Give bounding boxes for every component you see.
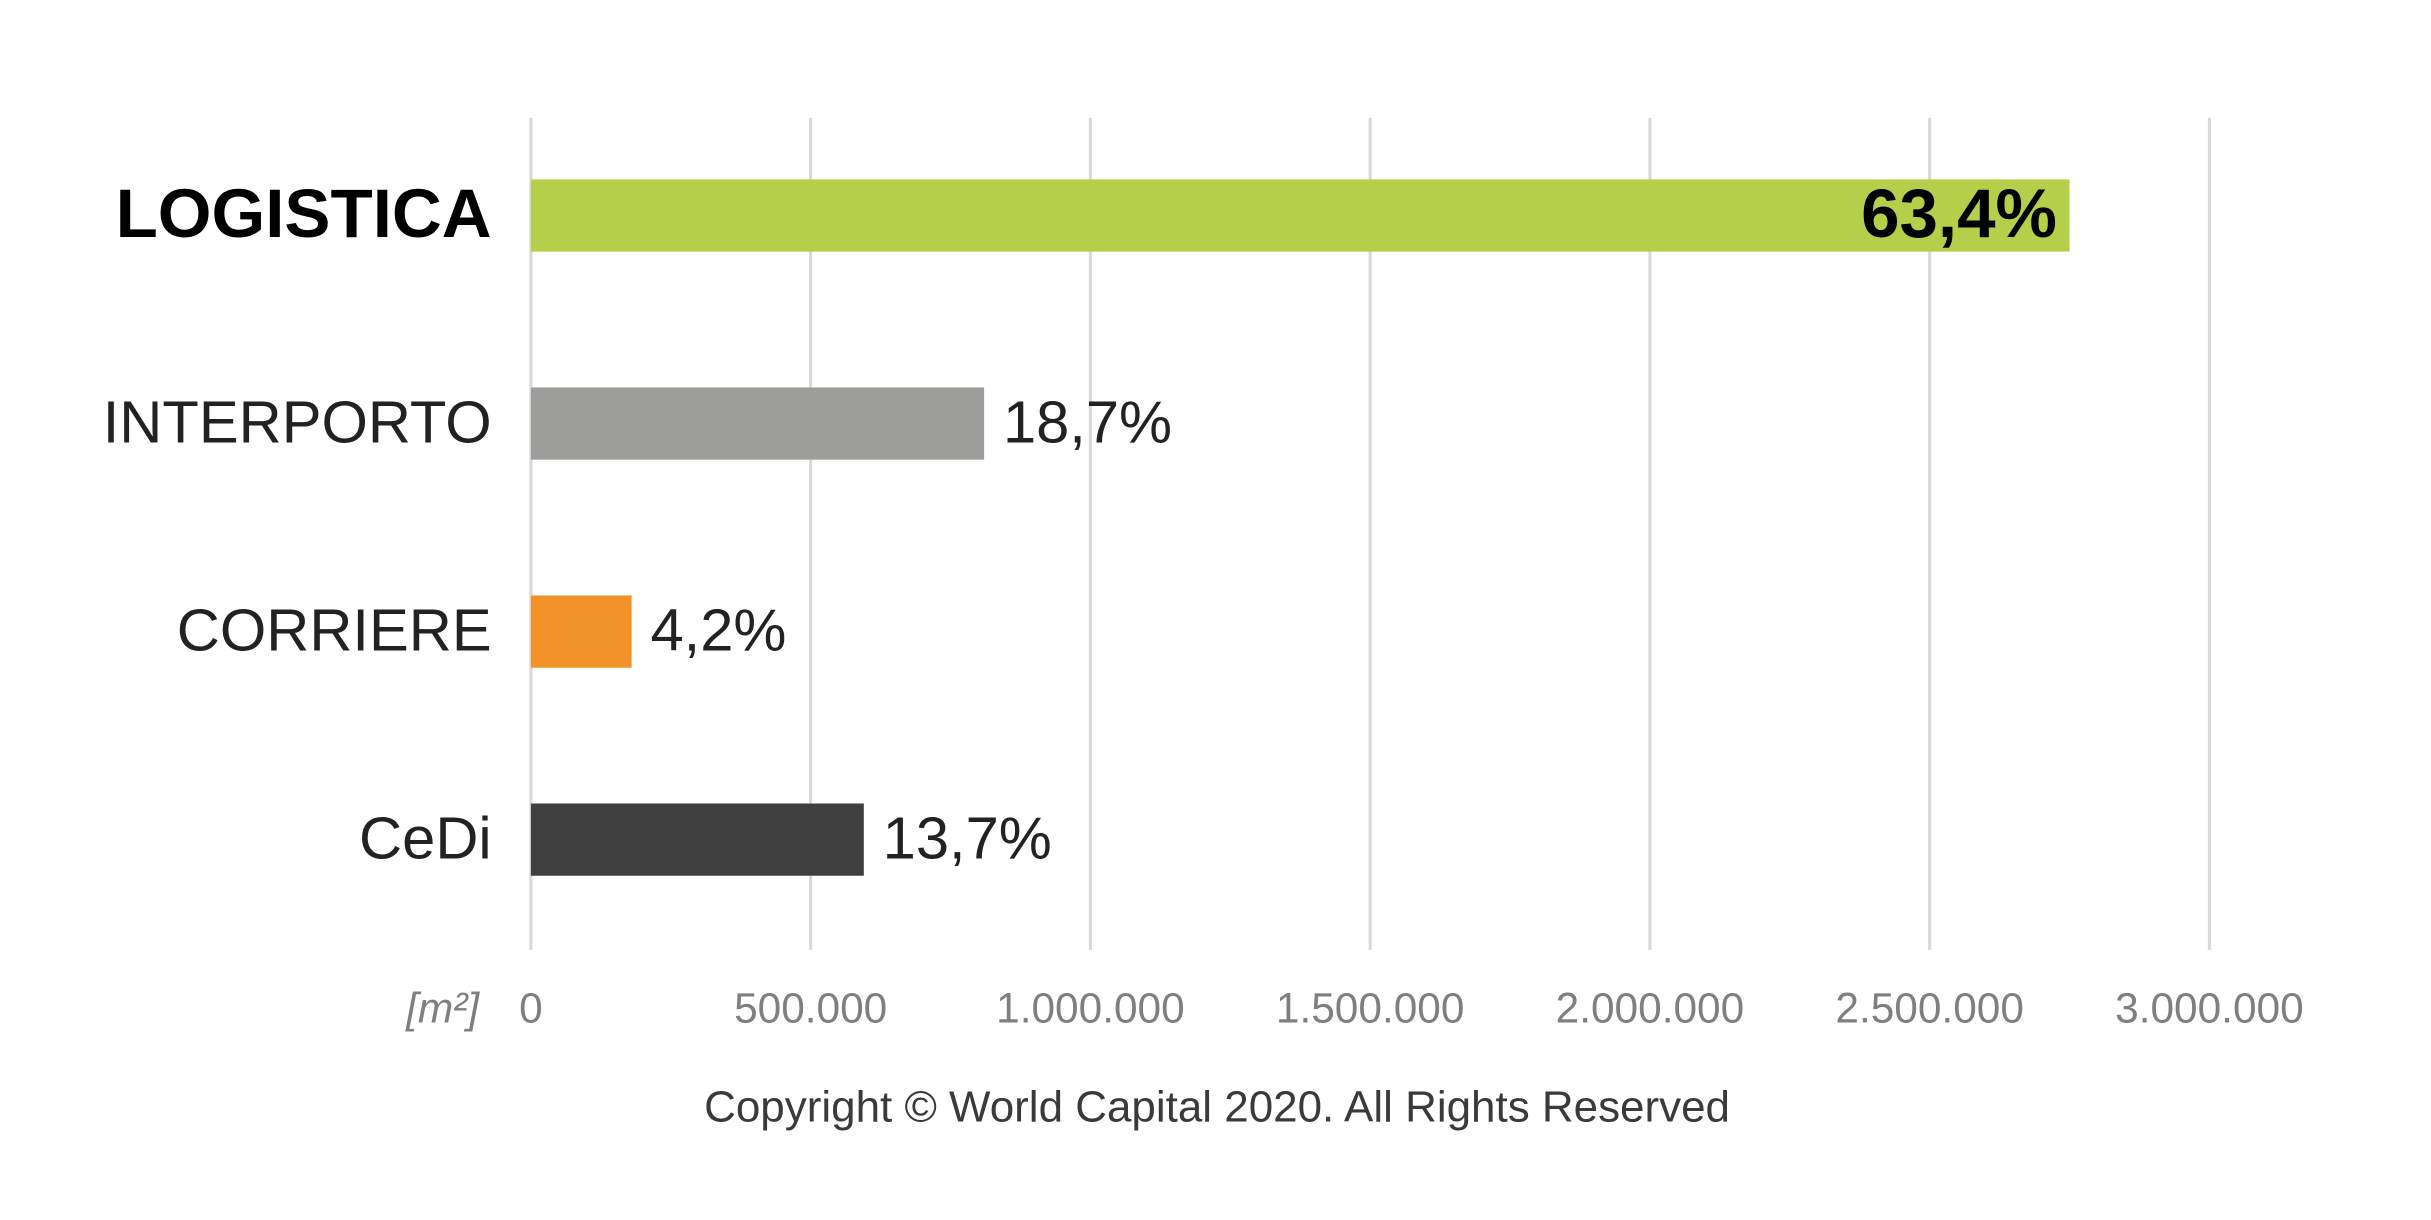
value-label: 13,7% — [883, 805, 1052, 872]
category-label: INTERPORTO — [103, 388, 492, 455]
value-label: 18,7% — [1003, 388, 1172, 455]
x-tick-label: 2.000.000 — [1556, 984, 1745, 1031]
bar — [530, 179, 2070, 252]
category-label: CeDi — [359, 805, 492, 872]
x-tick-label: 0 — [519, 984, 543, 1031]
x-tick-label: 500.000 — [734, 984, 887, 1031]
bar — [530, 803, 864, 876]
x-tick-label: 1.500.000 — [1276, 984, 1465, 1031]
category-label: CORRIERE — [177, 596, 492, 663]
footer: Copyright © World Capital 2020. All Righ… — [704, 1083, 1730, 1132]
value-label: 4,2% — [650, 596, 786, 663]
category-label: LOGISTICA — [116, 174, 492, 252]
x-tick-label: 3.000.000 — [2115, 984, 2304, 1031]
x-axis-label: [m²] — [405, 984, 480, 1031]
x-tick-label: 1.000.000 — [996, 984, 1185, 1031]
x-tick-label: 2.500.000 — [1835, 984, 2024, 1031]
value-label: 63,4% — [1861, 174, 2057, 252]
bar — [530, 595, 632, 668]
bar — [530, 387, 985, 460]
